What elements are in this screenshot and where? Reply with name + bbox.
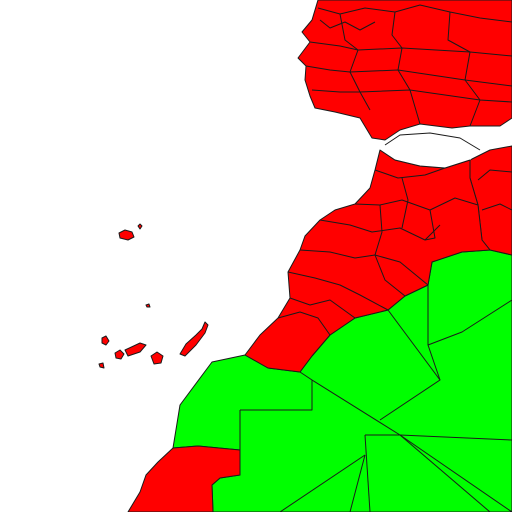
- strait-shoreline-south: [379, 149, 471, 169]
- iberia-internal-borders: [305, 4, 512, 127]
- morocco-region[interactable]: [244, 149, 491, 373]
- strait-of-gibraltar-water: [380, 133, 480, 168]
- canary-islands-region[interactable]: [98, 303, 209, 369]
- morocco-internal-borders: [277, 167, 512, 336]
- iberia-region[interactable]: [297, 0, 512, 141]
- western-sahara-south-region[interactable]: [127, 445, 241, 512]
- sahara-internal-borders: [239, 285, 512, 512]
- strait-shoreline: [384, 132, 481, 151]
- madeira-region[interactable]: [118, 223, 143, 241]
